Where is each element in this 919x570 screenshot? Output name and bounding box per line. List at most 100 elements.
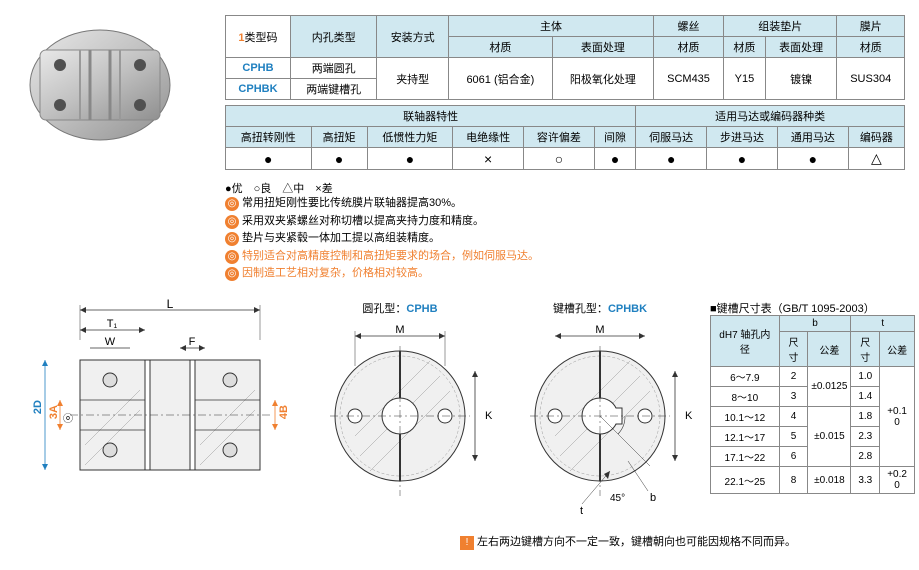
kw-cell: 1.8: [851, 407, 880, 427]
spec-table-2: 联轴器特性 适用马达或编码器种类 高扭转刚性 高扭矩 低惯性力矩 电绝缘性 容许…: [225, 105, 905, 170]
kw-cell: 22.1～25: [711, 467, 780, 494]
kw-cell: ±0.015: [808, 407, 851, 467]
kw-cell: 3.3: [851, 467, 880, 494]
diagram-area: L T₁ W F: [10, 290, 910, 560]
svg-text:T₁: T₁: [107, 318, 118, 330]
svg-text:b: b: [650, 492, 656, 504]
note-3: 特别适合对高精度控制和高扭矩要求的场合，例如伺服马达。: [242, 250, 539, 262]
val-8: ●: [777, 148, 848, 170]
kw-cell: 3: [779, 387, 808, 407]
mount-clamp: 夹持型: [377, 58, 449, 100]
keyway-table-title: ■键槽尺寸表（GB/T 1095-2003）: [710, 300, 875, 316]
footnote-text: 左右两边键槽方向不一定一致，键槽朝向也可能因规格不同而异。: [477, 536, 796, 548]
svg-text:K: K: [485, 410, 493, 422]
bullet-icon: ◎: [225, 215, 239, 229]
view1-code: CPHB: [406, 303, 437, 315]
insulation-header: 电绝缘性: [453, 127, 524, 148]
disc-mat: SUS304: [837, 58, 905, 100]
dim-o: ⓞ: [63, 410, 73, 425]
svg-text:t: t: [580, 505, 583, 517]
notes-list: ◎常用扭矩刚性要比传统膜片联轴器提高30%。 ◎采用双夹紧螺丝对称切槽以提高夹持…: [225, 195, 539, 283]
torque-header: 高扭矩: [311, 127, 367, 148]
view1-title: 圆孔型：: [362, 303, 406, 315]
kw-cell: 4: [779, 407, 808, 427]
kw-cell: 2.3: [851, 427, 880, 447]
note-0: 常用扭矩刚性要比传统膜片联轴器提高30%。: [242, 197, 462, 209]
code-cphb: CPHB: [226, 58, 291, 79]
kw-cell: 5: [779, 427, 808, 447]
washer-header: 组装垫片: [724, 16, 837, 37]
note-4: 因制造工艺相对复杂，价格相对较高。: [242, 267, 429, 279]
svg-text:45°: 45°: [610, 493, 625, 504]
view2-title: 键槽孔型：: [553, 303, 608, 315]
kw-cell: ±0.018: [808, 467, 851, 494]
bullet-icon: ◎: [225, 267, 239, 281]
coupling-header: 联轴器特性: [226, 106, 636, 127]
kw-cell: 17.1～22: [711, 447, 780, 467]
front-view-keyway: 键槽孔型：CPHBK M: [510, 300, 690, 520]
kw-cell: 12.1～17: [711, 427, 780, 447]
kw-cell: 10.1～12: [711, 407, 780, 427]
kw-cell: 6～7.9: [711, 367, 780, 387]
side-view-diagram: L T₁ W F: [30, 300, 290, 520]
body-mat: 6061 (铝合金): [448, 58, 552, 100]
kw-size-header: 尺寸: [779, 332, 808, 367]
product-image: [10, 15, 210, 165]
kw-tol-header: 公差: [808, 332, 851, 367]
dim-4b: 4B: [278, 405, 290, 419]
val-9: △: [848, 148, 904, 170]
disc-header: 膜片: [837, 16, 905, 37]
footnote-bullet-icon: !: [460, 536, 474, 550]
kw-size-header: 尺寸: [851, 332, 880, 367]
front-view-round: 圆孔型：CPHB M: [310, 300, 490, 520]
footnote: !左右两边键槽方向不一定一致，键槽朝向也可能因规格不同而异。: [460, 533, 796, 550]
val-7: ●: [707, 148, 778, 170]
material-header: 材质: [448, 37, 552, 58]
kw-cell: 1.4: [851, 387, 880, 407]
bullet-icon: ◎: [225, 197, 239, 211]
svg-text:W: W: [105, 336, 116, 348]
val-5: ●: [594, 148, 635, 170]
screw-header: 螺丝: [654, 16, 724, 37]
svg-text:M: M: [595, 324, 604, 336]
kw-dia-header: dH7 轴孔内径: [711, 316, 780, 367]
kw-cell: 1.0: [851, 367, 880, 387]
bullet-icon: ◎: [225, 232, 239, 246]
bore-type-header: 内孔类型: [290, 16, 376, 58]
keyway-table: dH7 轴孔内径 b t 尺寸 公差 尺寸 公差 6～7.9 2 ±0.0125…: [710, 315, 915, 494]
bullet-icon: ◎: [225, 250, 239, 264]
material-header: 材质: [724, 37, 766, 58]
servo-header: 伺服马达: [636, 127, 707, 148]
val-6: ●: [636, 148, 707, 170]
val-4: ○: [524, 148, 595, 170]
dim-2d: 2D: [32, 400, 44, 414]
kw-cell: +0.2 0: [880, 467, 915, 494]
surface-header: 表面处理: [552, 37, 653, 58]
material-header: 材质: [654, 37, 724, 58]
mount-type-header: 安装方式: [377, 16, 449, 58]
washer-mat: Y15: [724, 58, 766, 100]
encoder-header: 编码器: [848, 127, 904, 148]
kw-b-header: b: [779, 316, 851, 332]
screw-mat: SCM435: [654, 58, 724, 100]
kw-cell: 2.8: [851, 447, 880, 467]
body-surf: 阳极氧化处理: [552, 58, 653, 100]
svg-text:K: K: [685, 410, 693, 422]
dim-3a: 3A: [48, 405, 60, 419]
kw-cell: 2: [779, 367, 808, 387]
kw-cell: +0.1 0: [880, 367, 915, 467]
val-3: ×: [453, 148, 524, 170]
svg-text:L: L: [167, 297, 174, 311]
bore-round: 两端圆孔: [290, 58, 376, 79]
val-2: ●: [367, 148, 453, 170]
kw-cell: 6: [779, 447, 808, 467]
inertia-header: 低惯性力矩: [367, 127, 453, 148]
bore-keyway: 两端键槽孔: [290, 79, 376, 100]
stepper-header: 步进马达: [707, 127, 778, 148]
code-cphbk: CPHBK: [226, 79, 291, 100]
spec-table-1: 1类型码 内孔类型 安装方式 主体 螺丝 组装垫片 膜片 材质 表面处理 材质 …: [225, 15, 905, 100]
kw-t-header: t: [851, 316, 915, 332]
surface-header: 表面处理: [765, 37, 837, 58]
stiffness-header: 高扭转刚性: [226, 127, 312, 148]
kw-cell: 8: [779, 467, 808, 494]
